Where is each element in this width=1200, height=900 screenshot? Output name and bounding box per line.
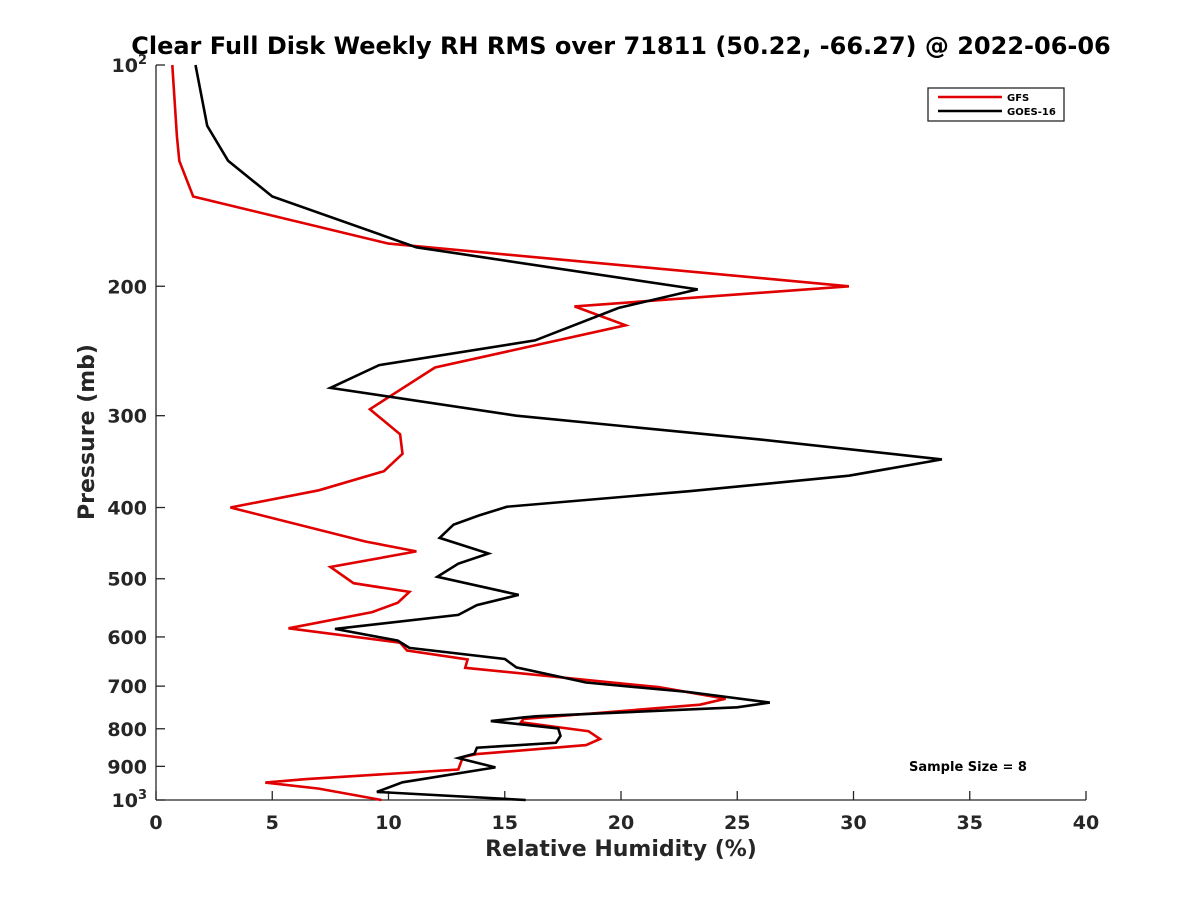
y-tick-label-800: 800	[107, 719, 147, 741]
y-tick-label-900: 900	[107, 756, 147, 778]
x-tick-label-30: 30	[840, 812, 866, 834]
x-tick-label-10: 10	[375, 812, 401, 834]
y-tick-label-1000: 103	[112, 788, 148, 812]
y-tick-label-500: 500	[107, 569, 147, 591]
y-tick-label-100: 102	[112, 53, 148, 77]
y-tick-label-700: 700	[107, 676, 147, 698]
x-tick-label-15: 15	[492, 812, 518, 834]
y-axis-label: Pressure (mb)	[75, 344, 100, 520]
x-tick-label-5: 5	[266, 812, 279, 834]
legend-box	[927, 87, 1065, 122]
y-tick-label-400: 400	[107, 498, 147, 520]
series-line-gfs	[171, 64, 850, 802]
legend-label-gfs: GFS	[1007, 93, 1029, 104]
legend-label-goes16: GOES-16	[1007, 107, 1056, 118]
y-tick-label-600: 600	[107, 627, 147, 649]
x-axis-label: Relative Humidity (%)	[485, 837, 757, 862]
x-tick-label-25: 25	[724, 812, 750, 834]
x-ticks: 0 5 10 15 20 25 30 35 40	[149, 791, 1099, 834]
legend: GFS GOES-16	[927, 87, 1065, 122]
x-tick-label-20: 20	[608, 812, 634, 834]
plot-area: 0 5 10 15 20 25 30 35 40 102 200 300 400 500 600 700 80…	[107, 53, 1099, 834]
sample-size-annotation: Sample Size = 8	[909, 760, 1027, 775]
x-tick-label-0: 0	[149, 812, 162, 834]
y-ticks: 102 200 300 400 500 600 700 800 900 103	[107, 53, 165, 812]
series-line-goes16	[194, 64, 943, 802]
y-tick-label-300: 300	[107, 406, 147, 428]
series-lines	[171, 64, 943, 802]
x-tick-label-40: 40	[1073, 812, 1099, 834]
y-tick-label-200: 200	[107, 276, 147, 298]
chart-title: Clear Full Disk Weekly RH RMS over 71811…	[131, 32, 1111, 60]
x-tick-label-35: 35	[957, 812, 983, 834]
